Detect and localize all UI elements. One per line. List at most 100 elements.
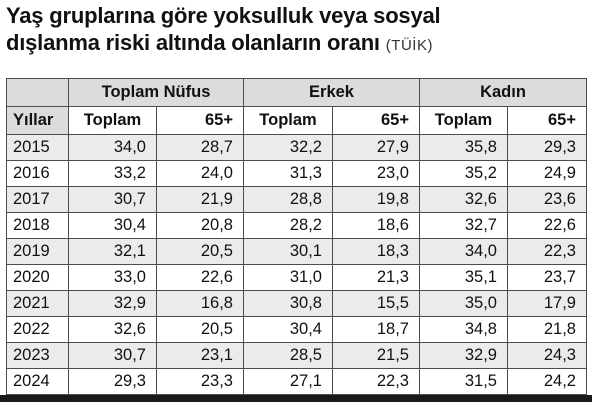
table-row: 2021 32,9 16,8 30,8 15,5 35,0 17,9 — [6, 290, 587, 317]
year-cell: 2015 — [6, 134, 69, 161]
sub-header-years: Yıllar — [6, 106, 69, 135]
poverty-risk-table: Toplam Nüfus Erkek Kadın Yıllar Toplam 6… — [6, 78, 587, 395]
value-cell: 32,1 — [68, 238, 157, 265]
sub-header-female-65: 65+ — [507, 106, 587, 135]
title-line-1: Yaş gruplarına göre yoksulluk veya sosya… — [6, 3, 441, 28]
value-cell: 18,3 — [332, 238, 420, 265]
year-cell: 2023 — [6, 342, 69, 369]
value-cell: 30,1 — [243, 238, 333, 265]
value-cell: 23,0 — [332, 160, 420, 187]
value-cell: 21,3 — [332, 264, 420, 291]
year-cell: 2022 — [6, 316, 69, 343]
value-cell: 29,3 — [68, 368, 157, 395]
year-cell: 2017 — [6, 186, 69, 213]
table-row: 2015 34,0 28,7 32,2 27,9 35,8 29,3 — [6, 134, 587, 161]
table-row: 2017 30,7 21,9 28,8 19,8 32,6 23,6 — [6, 186, 587, 213]
group-header-total: Toplam Nüfus — [68, 78, 244, 107]
bottom-rule — [0, 395, 592, 402]
year-cell: 2024 — [6, 368, 69, 395]
year-cell: 2018 — [6, 212, 69, 239]
value-cell: 23,1 — [156, 342, 244, 369]
value-cell: 22,3 — [332, 368, 420, 395]
value-cell: 18,7 — [332, 316, 420, 343]
sub-header-female-total: Toplam — [419, 106, 508, 135]
group-header-female: Kadın — [419, 78, 587, 107]
value-cell: 35,8 — [419, 134, 508, 161]
value-cell: 30,8 — [243, 290, 333, 317]
value-cell: 23,3 — [156, 368, 244, 395]
year-cell: 2019 — [6, 238, 69, 265]
source-label: (TÜİK) — [385, 37, 433, 54]
value-cell: 27,1 — [243, 368, 333, 395]
value-cell: 19,8 — [332, 186, 420, 213]
value-cell: 30,7 — [68, 342, 157, 369]
value-cell: 34,0 — [419, 238, 508, 265]
group-header-male: Erkek — [243, 78, 420, 107]
value-cell: 28,8 — [243, 186, 333, 213]
value-cell: 20,8 — [156, 212, 244, 239]
value-cell: 31,5 — [419, 368, 508, 395]
page-title: Yaş gruplarına göre yoksulluk veya sosya… — [6, 2, 586, 59]
value-cell: 30,4 — [68, 212, 157, 239]
value-cell: 21,5 — [332, 342, 420, 369]
value-cell: 22,3 — [507, 238, 587, 265]
value-cell: 35,0 — [419, 290, 508, 317]
value-cell: 34,8 — [419, 316, 508, 343]
value-cell: 24,3 — [507, 342, 587, 369]
value-cell: 32,7 — [419, 212, 508, 239]
value-cell: 15,5 — [332, 290, 420, 317]
sub-header-total-65: 65+ — [156, 106, 244, 135]
table-row: 2018 30,4 20,8 28,2 18,6 32,7 22,6 — [6, 212, 587, 239]
value-cell: 32,9 — [419, 342, 508, 369]
table-row: 2016 33,2 24,0 31,3 23,0 35,2 24,9 — [6, 160, 587, 187]
group-header-empty — [6, 78, 69, 107]
value-cell: 22,6 — [507, 212, 587, 239]
table-row: 2024 29,3 23,3 27,1 22,3 31,5 24,2 — [6, 368, 587, 395]
value-cell: 18,6 — [332, 212, 420, 239]
value-cell: 33,0 — [68, 264, 157, 291]
value-cell: 23,6 — [507, 186, 587, 213]
year-cell: 2021 — [6, 290, 69, 317]
sub-header-row: Yıllar Toplam 65+ Toplam 65+ Toplam 65+ — [6, 106, 587, 135]
value-cell: 34,0 — [68, 134, 157, 161]
value-cell: 31,3 — [243, 160, 333, 187]
value-cell: 32,6 — [419, 186, 508, 213]
table-body: 2015 34,0 28,7 32,2 27,9 35,8 29,3 2016 33,2 24,0… — [6, 134, 587, 395]
value-cell: 28,5 — [243, 342, 333, 369]
value-cell: 32,2 — [243, 134, 333, 161]
value-cell: 24,9 — [507, 160, 587, 187]
value-cell: 27,9 — [332, 134, 420, 161]
group-header-row: Toplam Nüfus Erkek Kadın — [6, 78, 587, 107]
value-cell: 32,9 — [68, 290, 157, 317]
value-cell: 28,7 — [156, 134, 244, 161]
value-cell: 24,2 — [507, 368, 587, 395]
value-cell: 20,5 — [156, 316, 244, 343]
table-row: 2019 32,1 20,5 30,1 18,3 34,0 22,3 — [6, 238, 587, 265]
sub-header-male-total: Toplam — [243, 106, 333, 135]
title-line-2-text: dışlanma riski altında olanların oranı — [6, 30, 380, 55]
value-cell: 30,4 — [243, 316, 333, 343]
value-cell: 28,2 — [243, 212, 333, 239]
value-cell: 21,8 — [507, 316, 587, 343]
value-cell: 22,6 — [156, 264, 244, 291]
value-cell: 17,9 — [507, 290, 587, 317]
year-cell: 2016 — [6, 160, 69, 187]
value-cell: 21,9 — [156, 186, 244, 213]
value-cell: 24,0 — [156, 160, 244, 187]
value-cell: 33,2 — [68, 160, 157, 187]
value-cell: 16,8 — [156, 290, 244, 317]
table-row: 2023 30,7 23,1 28,5 21,5 32,9 24,3 — [6, 342, 587, 369]
value-cell: 29,3 — [507, 134, 587, 161]
value-cell: 31,0 — [243, 264, 333, 291]
sub-header-male-65: 65+ — [332, 106, 420, 135]
value-cell: 20,5 — [156, 238, 244, 265]
value-cell: 30,7 — [68, 186, 157, 213]
value-cell: 32,6 — [68, 316, 157, 343]
year-cell: 2020 — [6, 264, 69, 291]
value-cell: 35,2 — [419, 160, 508, 187]
value-cell: 23,7 — [507, 264, 587, 291]
table-row: 2020 33,0 22,6 31,0 21,3 35,1 23,7 — [6, 264, 587, 291]
table-row: 2022 32,6 20,5 30,4 18,7 34,8 21,8 — [6, 316, 587, 343]
value-cell: 35,1 — [419, 264, 508, 291]
